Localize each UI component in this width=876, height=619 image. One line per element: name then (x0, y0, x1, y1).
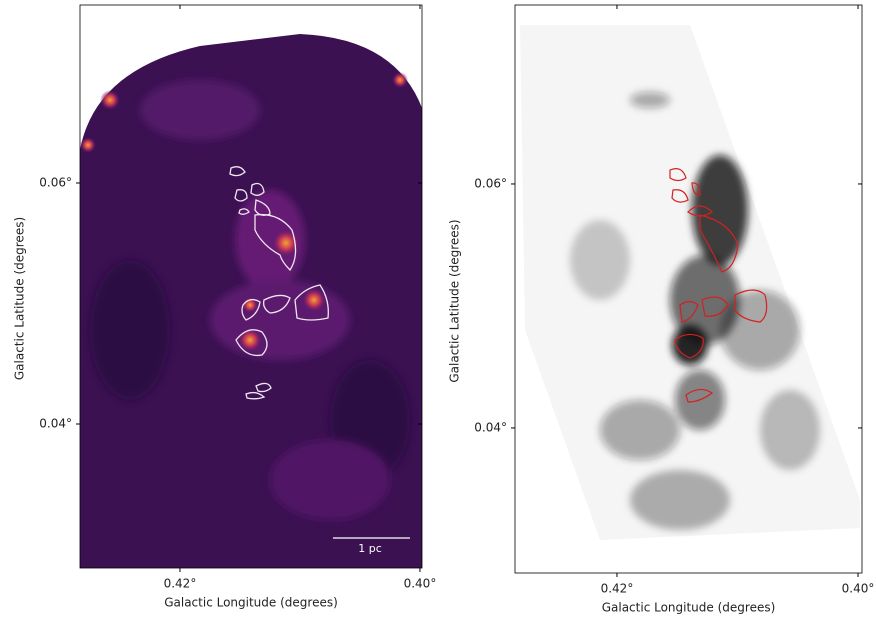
y-tick-label: 0.04° (474, 420, 507, 434)
right-image (520, 25, 860, 540)
axes-frame (79, 4, 423, 569)
y-axis-label: Galactic Latitude (degrees) (13, 217, 27, 380)
y-tick-label: 0.06° (474, 176, 507, 190)
x-tick-label: 0.42° (601, 582, 634, 596)
x-tick-label: 0.40° (842, 582, 875, 596)
y-axis-label: Galactic Latitude (degrees) (448, 219, 462, 382)
x-axis-label: Galactic Longitude (degrees) (164, 596, 338, 610)
x-tick-label: 0.40° (404, 577, 437, 591)
axes-frame (514, 4, 863, 574)
x-axis-label: Galactic Longitude (degrees) (602, 601, 776, 615)
left-image: 1 pc (80, 34, 422, 568)
scalebar-label: 1 pc (358, 542, 382, 555)
y-tick-label: 0.04° (39, 416, 72, 430)
y-tick-label: 0.06° (39, 175, 72, 189)
x-tick-label: 0.42° (164, 577, 197, 591)
